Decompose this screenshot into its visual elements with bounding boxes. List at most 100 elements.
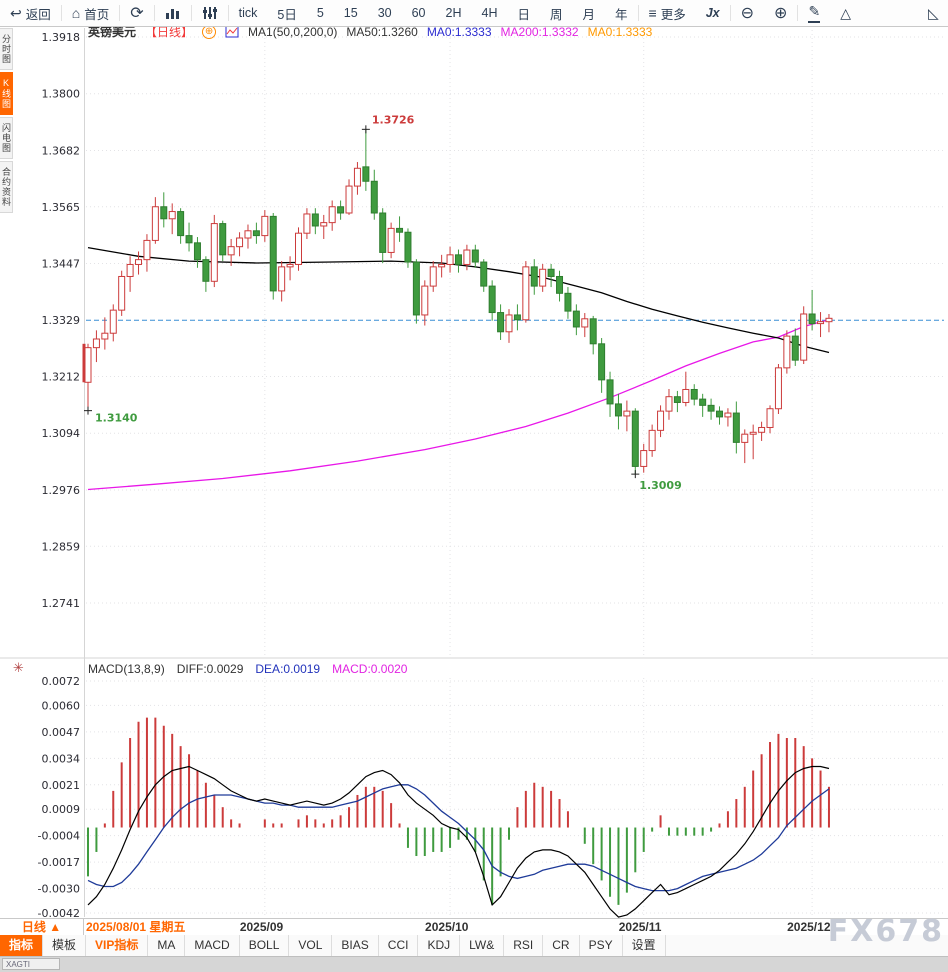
left-tab-strip: 分时图 K线图 闪电图 合约资料 [0,28,14,215]
svg-text:0.0072: 0.0072 [42,675,81,688]
interval-60m[interactable]: 60 [411,6,426,20]
tab-templates[interactable]: 模板 [43,935,87,956]
zoom-out-button[interactable]: ⊖ [731,3,764,23]
price-legend: 英镑美元 【日线】 ⊕ MA1(50,0,200,0) MA50:1.3260 … [88,23,652,40]
date-label: 2025/12 [787,920,831,934]
svg-text:0.0009: 0.0009 [42,803,81,816]
top-toolbar: ↩ 返回 ⌂ 首页 ⟳ tick 5日 5 15 30 60 2H 4H 日 周 月… [0,0,948,27]
tab-vip-indicators[interactable]: VIP指标 [86,935,149,956]
interval-week[interactable]: 周 [550,7,563,22]
sidebar-tab-timeshare[interactable]: 分时图 [0,28,13,70]
tab-settings[interactable]: 设置 [623,935,666,956]
home-icon: ⌂ [71,5,81,21]
indicator-tab-bar: 指标 模板 VIP指标 MA MACD BOLL VOL BIAS CCI KD… [0,935,948,957]
triangle-icon: △ [840,4,851,21]
macd-legend: MACD(13,8,9) DIFF:0.0029 DEA:0.0019 MACD… [88,662,407,676]
pane-settings-icon[interactable]: ✳ [13,660,24,675]
svg-text:1.3094: 1.3094 [42,427,81,440]
period-label: 【日线】 [145,25,194,39]
more-button[interactable]: ≡ 更多 [648,5,686,22]
dea-value: DEA:0.0019 [255,662,321,676]
tab-vol[interactable]: VOL [289,935,333,956]
tab-rsi[interactable]: RSI [504,935,544,956]
zoom-in-icon: ⊕ [774,5,788,22]
minimized-window-tab[interactable]: XAGTI [2,958,60,970]
diff-value: DIFF:0.0029 [176,662,244,676]
tab-boll[interactable]: BOLL [240,935,290,956]
ma-params: MA1(50,0,200,0) [248,24,338,39]
tab-bias[interactable]: BIAS [332,935,379,956]
diff-line [87,765,830,918]
svg-text:1.3800: 1.3800 [42,88,81,101]
ma200-line [87,319,830,491]
axis-range-marker [82,343,86,383]
svg-text:1.2976: 1.2976 [42,484,81,497]
partial-icon: ◺ [928,4,939,21]
sidebar-tab-kline[interactable]: K线图 [0,72,13,115]
chart-type-button[interactable] [155,6,191,20]
menu-icon: ≡ [648,5,657,21]
interval-2h[interactable]: 2H [445,6,462,20]
svg-text:1.3212: 1.3212 [42,371,81,384]
candles [84,129,833,475]
interval-tick[interactable]: tick [238,6,258,20]
clipped-tool-button[interactable]: ◺ [918,5,948,22]
svg-text:-0.0017: -0.0017 [38,856,80,869]
svg-text:-0.0042: -0.0042 [38,907,80,920]
draw-tool-button[interactable]: ✎ [798,3,830,23]
tab-lw[interactable]: LW& [460,935,505,956]
tab-psy[interactable]: PSY [580,935,623,956]
tab-kdj[interactable]: KDJ [418,935,461,956]
ma0-value-2: MA0:1.3333 [587,24,653,39]
interval-30m[interactable]: 30 [377,6,392,20]
svg-text:0.0021: 0.0021 [42,779,81,792]
price-annotation: 1.3009 [639,479,681,492]
refresh-button[interactable]: ⟳ [120,3,153,23]
sidebar-tab-lightning[interactable]: 闪电图 [0,117,13,159]
back-icon: ↩ [10,4,22,21]
back-button[interactable]: ↩ 返回 [10,4,51,22]
svg-text:1.3329: 1.3329 [42,314,81,327]
tab-cci[interactable]: CCI [379,935,419,956]
tab-indicators[interactable]: 指标 [0,935,44,956]
gridlines: 1.3918 1.3800 1.3682 1.3565 1.3447 1.3329 1.32… [38,30,945,920]
ma200-value: MA200:1.3332 [500,24,579,39]
fx-functions-button[interactable]: Jx [705,6,720,20]
pencil-icon: ✎ [808,3,821,23]
interval-month[interactable]: 月 [582,7,596,22]
date-label: 2025/09 [239,920,284,934]
svg-text:0.0060: 0.0060 [42,699,81,712]
svg-text:1.3682: 1.3682 [42,144,81,157]
period-selector-button[interactable]: 日线 ▲ [0,919,84,935]
ma50-line [87,246,830,354]
interval-year[interactable]: 年 [615,7,628,22]
interval-day[interactable]: 日 [517,7,530,22]
date-label: 2025/08/01 星期五 [86,920,186,934]
indicator-settings-button[interactable] [192,6,228,20]
interval-5m[interactable]: 5 [316,6,324,20]
price-annotation: 1.3140 [95,412,138,425]
dea-line [87,784,830,892]
svg-text:-0.0004: -0.0004 [38,830,80,843]
zoom-in-button[interactable]: ⊕ [764,3,797,23]
interval-5d[interactable]: 5日 [277,7,297,22]
sidebar-tab-contract-info[interactable]: 合约资料 [0,161,13,213]
svg-text:-0.0030: -0.0030 [38,883,80,896]
shapes-tool-button[interactable]: △ [830,5,861,22]
svg-text:1.3565: 1.3565 [42,201,81,214]
svg-text:1.2859: 1.2859 [42,540,81,553]
svg-text:0.0047: 0.0047 [42,726,81,739]
macd-value: MACD:0.0020 [332,662,408,676]
home-button[interactable]: ⌂ 首页 [71,5,110,22]
tab-cr[interactable]: CR [543,935,580,956]
interval-4h[interactable]: 4H [481,6,498,20]
svg-text:1.3447: 1.3447 [42,257,81,270]
interval-15m[interactable]: 15 [343,6,358,20]
svg-text:1.2741: 1.2741 [42,597,81,610]
fx678-watermark: FX678 [827,914,944,949]
tab-macd[interactable]: MACD [185,935,240,956]
symbol-name: 英镑美元 [88,25,137,39]
tab-ma[interactable]: MA [148,935,186,956]
refresh-icon: ⟳ [130,5,144,22]
